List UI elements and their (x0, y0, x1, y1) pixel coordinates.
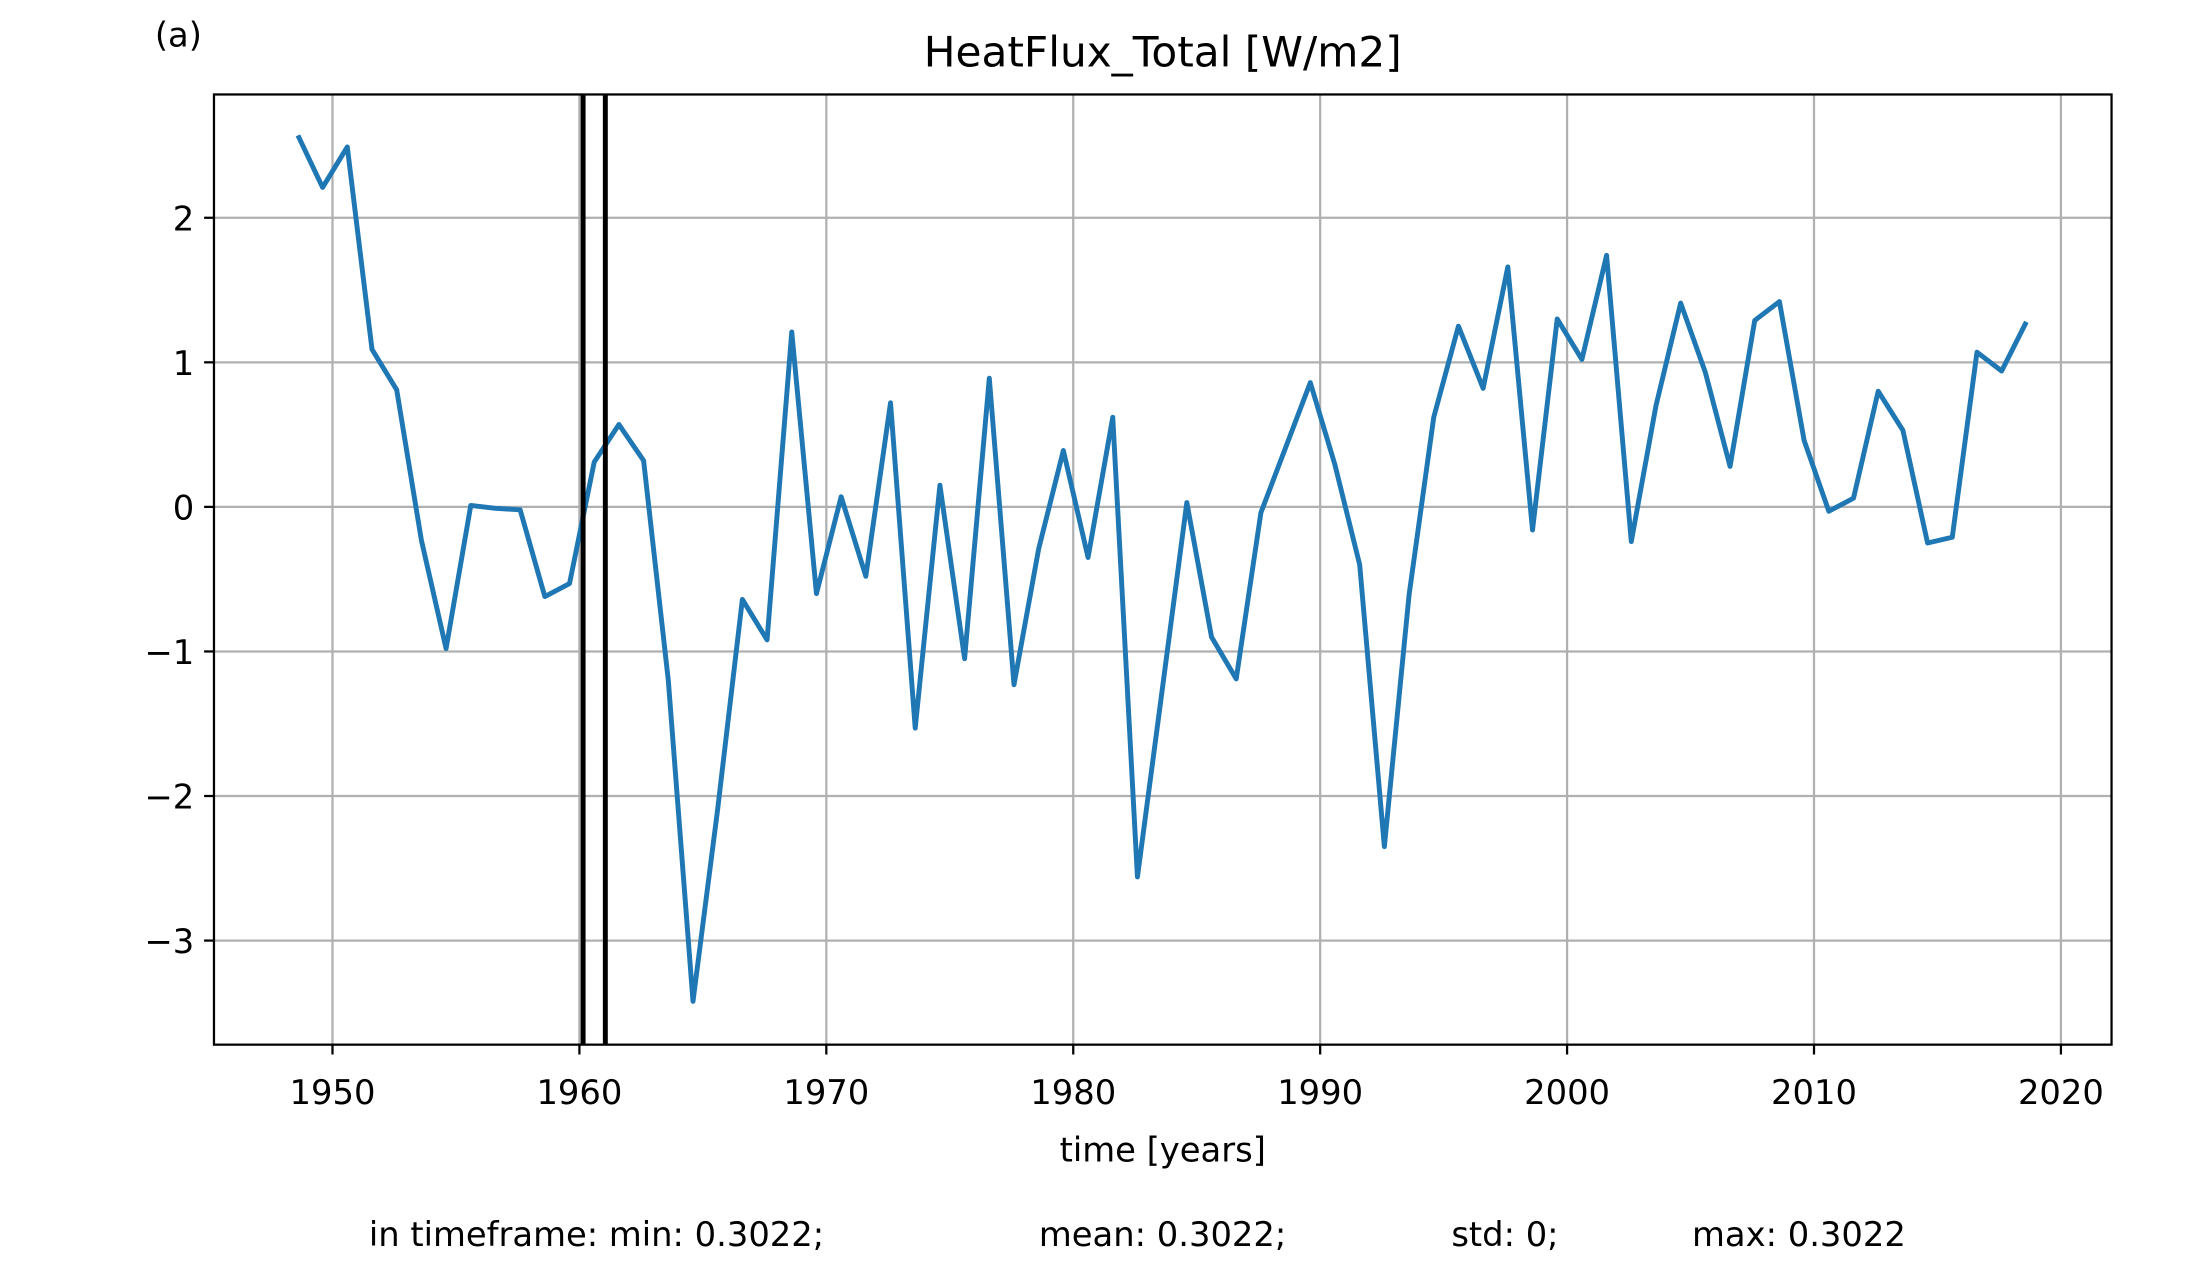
y-tick-label: 2 (173, 199, 194, 238)
y-tick-label: 0 (173, 489, 194, 528)
x-tick-label: 2000 (1524, 1073, 1610, 1112)
y-tick-label: 1 (173, 344, 194, 383)
x-tick-label: 1970 (783, 1073, 869, 1112)
x-tick-label: 1980 (1030, 1073, 1116, 1112)
x-axis-label: time [years] (1060, 1130, 1266, 1169)
footer-text: std: 0; (1451, 1215, 1558, 1254)
y-tick-label: −2 (144, 778, 194, 817)
footer-text: mean: 0.3022; (1039, 1215, 1286, 1254)
x-tick-label: 1960 (536, 1073, 622, 1112)
chart-title: HeatFlux_Total [W/m2] (924, 27, 1402, 76)
panel-label: (a) (155, 16, 202, 55)
plot-frame (212, 93, 2113, 1046)
y-tick-label: −1 (144, 633, 194, 672)
x-tick-label: 1950 (290, 1073, 376, 1112)
footer-text: max: 0.3022 (1692, 1215, 1906, 1254)
x-tick-label: 1990 (1277, 1073, 1363, 1112)
x-tick-label: 2010 (1771, 1073, 1857, 1112)
x-tick-label: 2020 (2018, 1073, 2104, 1112)
y-tick-label: −3 (144, 922, 194, 961)
data-line (295, 134, 2029, 1004)
footer-text: in timeframe: min: 0.3022; (369, 1215, 824, 1254)
